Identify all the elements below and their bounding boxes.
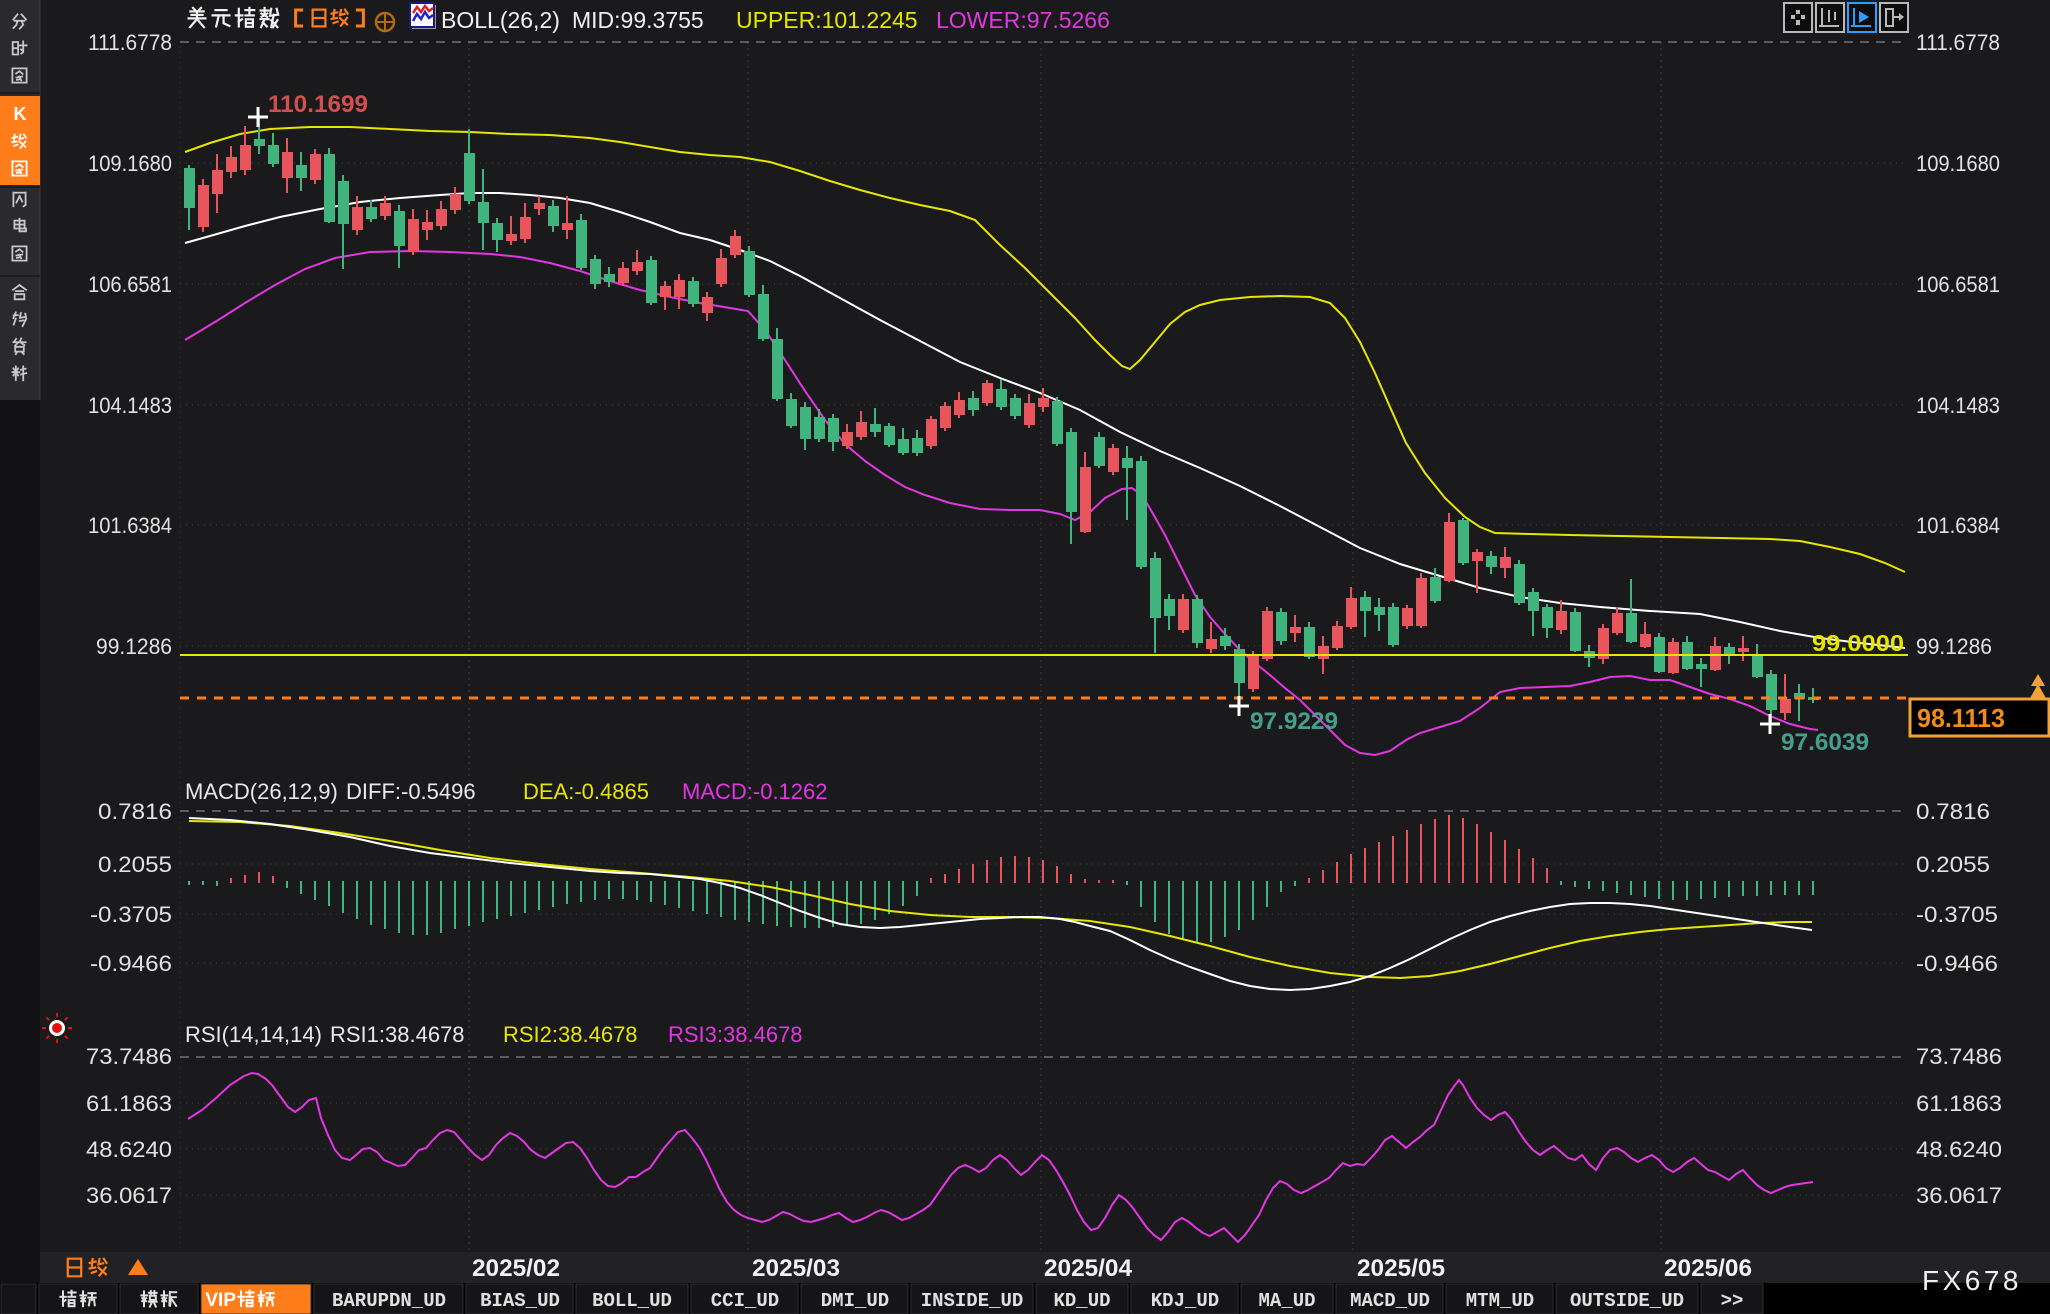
svg-text:99.1286: 99.1286 xyxy=(1916,634,1992,659)
svg-text:101.6384: 101.6384 xyxy=(1916,513,2000,538)
svg-text:99.1286: 99.1286 xyxy=(96,634,172,659)
svg-text:-0.3705: -0.3705 xyxy=(90,902,172,927)
svg-text:111.6778: 111.6778 xyxy=(88,30,172,55)
svg-text:2025/06: 2025/06 xyxy=(1664,1255,1752,1282)
svg-text:DEA:-0.4865: DEA:-0.4865 xyxy=(523,779,649,804)
svg-text:MACD:-0.1262: MACD:-0.1262 xyxy=(682,779,828,804)
svg-text:99.0000: 99.0000 xyxy=(1812,630,1904,656)
svg-text:0.7816: 0.7816 xyxy=(1916,799,1990,824)
svg-text:2025/02: 2025/02 xyxy=(472,1255,560,1282)
svg-text:61.1863: 61.1863 xyxy=(1916,1091,2002,1116)
svg-text:2025/05: 2025/05 xyxy=(1357,1255,1445,1282)
svg-text:48.6240: 48.6240 xyxy=(86,1137,172,1162)
svg-text:K: K xyxy=(14,104,27,124)
svg-text:104.1483: 104.1483 xyxy=(1916,393,2000,418)
svg-text:>>: >> xyxy=(1721,1290,1744,1312)
svg-text:2025/03: 2025/03 xyxy=(752,1255,840,1282)
svg-text:MA_UD: MA_UD xyxy=(1258,1290,1315,1312)
svg-text:97.9229: 97.9229 xyxy=(1250,708,1338,735)
svg-text:MACD_UD: MACD_UD xyxy=(1350,1290,1430,1312)
svg-text:BOLL(26,2): BOLL(26,2) xyxy=(441,7,560,33)
svg-text:KD_UD: KD_UD xyxy=(1053,1290,1110,1312)
svg-text:104.1483: 104.1483 xyxy=(88,393,172,418)
svg-text:106.6581: 106.6581 xyxy=(1916,272,2000,297)
svg-text:109.1680: 109.1680 xyxy=(88,151,172,176)
svg-text:RSI(14,14,14): RSI(14,14,14) xyxy=(185,1022,322,1047)
svg-text:73.7486: 73.7486 xyxy=(1916,1044,2002,1069)
svg-text:-0.3705: -0.3705 xyxy=(1916,902,1998,927)
svg-text:2025/04: 2025/04 xyxy=(1044,1255,1133,1282)
svg-text:48.6240: 48.6240 xyxy=(1916,1137,2002,1162)
svg-text:BOLL_UD: BOLL_UD xyxy=(592,1290,672,1312)
svg-text:MID:99.3755: MID:99.3755 xyxy=(572,7,704,33)
svg-text:109.1680: 109.1680 xyxy=(1916,151,2000,176)
svg-text:-0.9466: -0.9466 xyxy=(1916,951,1998,976)
svg-text:0.2055: 0.2055 xyxy=(1916,852,1990,877)
svg-text:CCI_UD: CCI_UD xyxy=(711,1290,779,1312)
svg-text:98.1113: 98.1113 xyxy=(1917,703,2005,733)
svg-text:VIP: VIP xyxy=(205,1290,236,1311)
svg-text:101.6384: 101.6384 xyxy=(88,513,172,538)
svg-text:DMI_UD: DMI_UD xyxy=(821,1290,889,1312)
svg-text:INSIDE_UD: INSIDE_UD xyxy=(921,1290,1024,1312)
svg-text:111.6778: 111.6778 xyxy=(1916,30,2000,55)
svg-text:MTM_UD: MTM_UD xyxy=(1466,1290,1534,1312)
svg-text:-0.9466: -0.9466 xyxy=(90,951,172,976)
svg-text:36.0617: 36.0617 xyxy=(86,1183,172,1208)
svg-text:BIAS_UD: BIAS_UD xyxy=(480,1290,560,1312)
svg-text:RSI2:38.4678: RSI2:38.4678 xyxy=(503,1022,638,1047)
svg-text:BARUPDN_UD: BARUPDN_UD xyxy=(332,1290,446,1312)
svg-text:97.6039: 97.6039 xyxy=(1781,729,1869,756)
svg-text:0.2055: 0.2055 xyxy=(98,852,172,877)
svg-text:KDJ_UD: KDJ_UD xyxy=(1151,1290,1219,1312)
svg-text:DIFF:-0.5496: DIFF:-0.5496 xyxy=(346,779,476,804)
svg-text:36.0617: 36.0617 xyxy=(1916,1183,2002,1208)
svg-text:0.7816: 0.7816 xyxy=(98,799,172,824)
svg-text:61.1863: 61.1863 xyxy=(86,1091,172,1116)
svg-text:106.6581: 106.6581 xyxy=(88,272,172,297)
svg-text:FX678: FX678 xyxy=(1922,1265,2022,1296)
svg-text:110.1699: 110.1699 xyxy=(268,91,368,118)
svg-text:RSI3:38.4678: RSI3:38.4678 xyxy=(668,1022,803,1047)
svg-text:MACD(26,12,9): MACD(26,12,9) xyxy=(185,779,338,804)
svg-text:OUTSIDE_UD: OUTSIDE_UD xyxy=(1570,1290,1684,1312)
svg-text:RSI1:38.4678: RSI1:38.4678 xyxy=(330,1022,465,1047)
svg-text:UPPER:101.2245: UPPER:101.2245 xyxy=(736,7,918,33)
svg-text:73.7486: 73.7486 xyxy=(86,1044,172,1069)
svg-text:LOWER:97.5266: LOWER:97.5266 xyxy=(936,7,1110,33)
